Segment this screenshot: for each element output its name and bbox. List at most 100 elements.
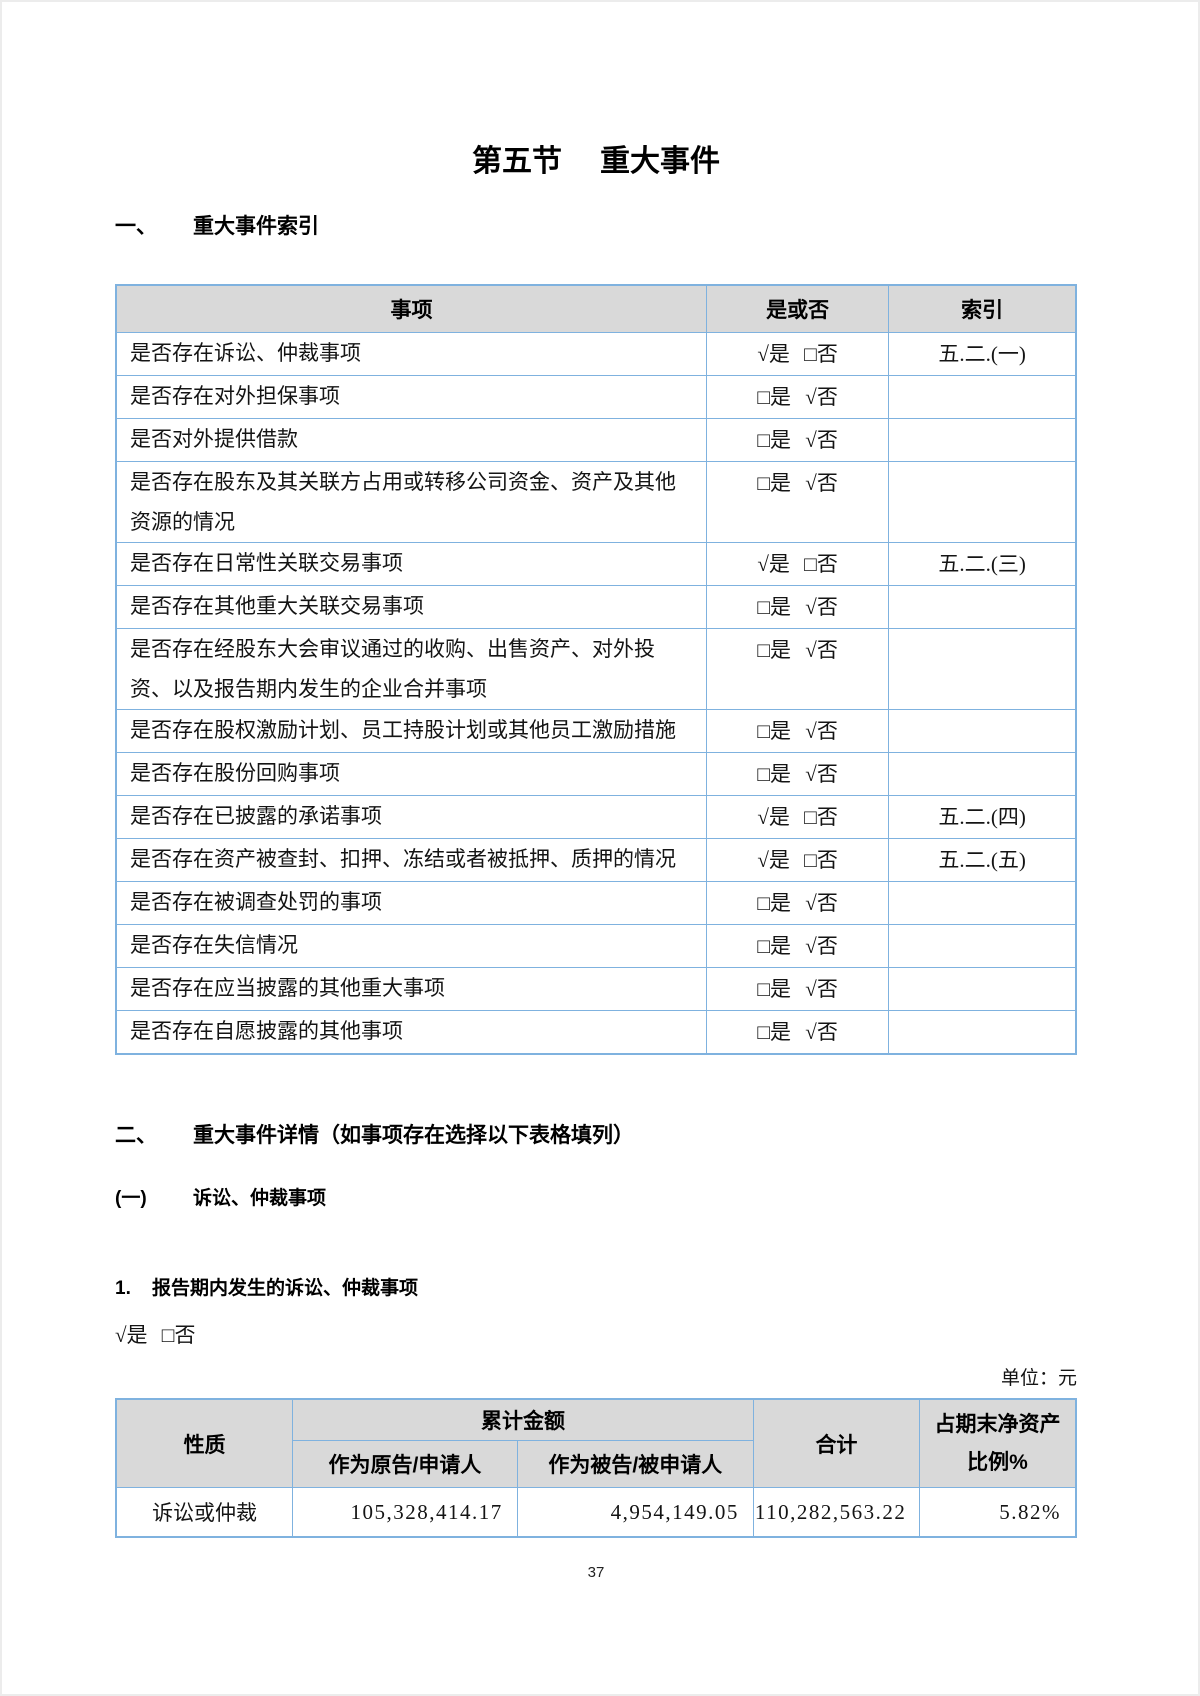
event-item-cell: 是否对外提供借款 <box>115 418 707 462</box>
yes-no-cell: □是 √否 <box>705 881 890 925</box>
event-item-cell: 是否存在失信情况 <box>115 924 707 968</box>
section-1-heading: 一、 重大事件索引 <box>115 212 1077 242</box>
yes-no-cell: □是 √否 <box>705 461 890 543</box>
index-ref-cell <box>888 418 1077 462</box>
defendant-amount-cell: 4,954,149.05 <box>516 1487 754 1538</box>
index-table-row: 是否对外提供借款 □是 √否 <box>115 418 1077 462</box>
index-ref-cell: 五.二.(一) <box>888 332 1077 376</box>
litigation-amount-table: 性质 累计金额 合计 占期末净资产 比例% 作为原告/申请人 作为被告/被申请人… <box>115 1398 1077 1538</box>
page-title: 第五节 重大事件 <box>115 2 1077 184</box>
yes-no-cell: √是 □否 <box>705 795 890 839</box>
section-2-number: 二、 <box>115 1124 157 1147</box>
nature-cell: 诉讼或仲裁 <box>115 1487 294 1538</box>
index-table-row: 是否存在日常性关联交易事项 √是 □否 五.二.(三) <box>115 542 1077 586</box>
event-item-cell: 是否存在被调查处罚的事项 <box>115 881 707 925</box>
yes-no-cell: □是 √否 <box>705 418 890 462</box>
index-ref-cell <box>888 881 1077 925</box>
litigation-table-header-row-2: 作为原告/申请人 作为被告/被申请人 <box>116 1440 1076 1488</box>
index-ref-cell: 五.二.(四) <box>888 795 1077 839</box>
yes-no-selection: √是 □否 <box>115 1323 196 1347</box>
subsection-1-title: 诉讼、仲裁事项 <box>193 1188 327 1209</box>
event-item-cell: 是否存在股权激励计划、员工持股计划或其他员工激励措施 <box>115 709 707 753</box>
yes-no-cell: □是 √否 <box>705 585 890 629</box>
index-ref-cell <box>888 461 1077 543</box>
event-item-cell: 是否存在日常性关联交易事项 <box>115 542 707 586</box>
column-header-item: 事项 <box>115 284 707 333</box>
plaintiff-amount-cell: 105,328,414.17 <box>292 1487 518 1538</box>
total-amount-cell: 110,282,563.22 <box>752 1487 920 1538</box>
column-header-total: 合计 <box>752 1398 920 1488</box>
column-header-cumulative-amount: 累计金额 <box>292 1398 754 1441</box>
index-table-row: 是否存在股权激励计划、员工持股计划或其他员工激励措施 □是 √否 <box>115 709 1077 753</box>
page-title-text: 重大事件 <box>600 145 720 178</box>
index-table-row: 是否存在其他重大关联交易事项 □是 √否 <box>115 585 1077 629</box>
column-header-nature: 性质 <box>115 1398 294 1488</box>
index-ref-cell <box>888 628 1077 710</box>
yes-no-cell: √是 □否 <box>705 542 890 586</box>
event-item-cell: 是否存在对外担保事项 <box>115 375 707 419</box>
event-item-cell: 是否存在资产被查封、扣押、冻结或者被抵押、质押的情况 <box>115 838 707 882</box>
index-table-header-row: 事项 是或否 索引 <box>115 284 1077 333</box>
index-ref-cell: 五.二.(三) <box>888 542 1077 586</box>
index-table-row: 是否存在自愿披露的其他事项 □是 √否 <box>115 1010 1077 1055</box>
section-1-title: 重大事件索引 <box>193 215 319 238</box>
litigation-table-body: 诉讼或仲裁 105,328,414.17 4,954,149.05 110,282,5… <box>115 1487 1077 1538</box>
column-header-net-asset-ratio: 占期末净资产 比例% <box>918 1398 1077 1488</box>
subsection-1-number: (一) <box>115 1188 147 1209</box>
index-table-body: 是否存在诉讼、仲裁事项 √是 □否 五.二.(一) 是否存在对外担保事项 □是 √否 是否… <box>115 332 1077 1055</box>
yes-no-cell: □是 √否 <box>705 924 890 968</box>
yes-no-cell: □是 √否 <box>705 752 890 796</box>
index-ref-cell <box>888 585 1077 629</box>
yes-no-cell: √是 □否 <box>705 838 890 882</box>
page-number: 37 <box>587 1564 605 1581</box>
item-1-title: 报告期内发生的诉讼、仲裁事项 <box>152 1278 419 1299</box>
event-item-cell: 是否存在经股东大会审议通过的收购、出售资产、对外投资、以及报告期内发生的企业合并… <box>115 628 707 710</box>
column-header-yes-no: 是或否 <box>705 284 890 333</box>
major-events-index-table: 事项 是或否 索引 是否存在诉讼、仲裁事项 √是 □否 五.二.(一) 是否存在对外担… <box>115 284 1077 1055</box>
section-2-heading: 二、 重大事件详情（如事项存在选择以下表格填列） <box>115 1121 1077 1151</box>
index-ref-cell <box>888 752 1077 796</box>
ratio-header-line-1: 占期末净资产 <box>934 1412 1061 1436</box>
event-item-cell: 是否存在股份回购事项 <box>115 752 707 796</box>
yes-no-cell: □是 √否 <box>705 1010 890 1055</box>
ratio-header-line-2: 比例% <box>967 1450 1028 1474</box>
index-table-row: 是否存在失信情况 □是 √否 <box>115 924 1077 968</box>
index-ref-cell <box>888 1010 1077 1055</box>
yes-no-cell: □是 √否 <box>705 628 890 710</box>
event-item-cell: 是否存在股东及其关联方占用或转移公司资金、资产及其他资源的情况 <box>115 461 707 543</box>
column-header-index: 索引 <box>888 284 1077 333</box>
index-table-row: 是否存在对外担保事项 □是 √否 <box>115 375 1077 419</box>
event-item-cell: 是否存在其他重大关联交易事项 <box>115 585 707 629</box>
event-item-cell: 是否存在自愿披露的其他事项 <box>115 1010 707 1055</box>
index-table-row: 是否存在经股东大会审议通过的收购、出售资产、对外投资、以及报告期内发生的企业合并… <box>115 628 1077 710</box>
page-title-number: 第五节 <box>472 145 562 178</box>
section-2-title: 重大事件详情（如事项存在选择以下表格填列） <box>193 1124 634 1147</box>
column-header-as-defendant: 作为被告/被申请人 <box>516 1440 754 1488</box>
subsection-1-heading: (一) 诉讼、仲裁事项 <box>115 1185 1077 1213</box>
unit-label: 单位：元 <box>1000 1368 1077 1389</box>
index-table-row: 是否存在股份回购事项 □是 √否 <box>115 752 1077 796</box>
index-ref-cell <box>888 375 1077 419</box>
yes-no-cell: √是 □否 <box>705 332 890 376</box>
yes-no-cell: □是 √否 <box>705 967 890 1011</box>
litigation-table-row: 诉讼或仲裁 105,328,414.17 4,954,149.05 110,282,5… <box>115 1487 1077 1538</box>
yes-no-cell: □是 √否 <box>705 375 890 419</box>
index-ref-cell <box>888 709 1077 753</box>
event-item-cell: 是否存在应当披露的其他重大事项 <box>115 967 707 1011</box>
index-ref-cell: 五.二.(五) <box>888 838 1077 882</box>
event-item-cell: 是否存在已披露的承诺事项 <box>115 795 707 839</box>
event-item-cell: 是否存在诉讼、仲裁事项 <box>115 332 707 376</box>
index-ref-cell <box>888 924 1077 968</box>
yes-no-cell: □是 √否 <box>705 709 890 753</box>
index-table-row: 是否存在资产被查封、扣押、冻结或者被抵押、质押的情况 √是 □否 五.二.(五) <box>115 838 1077 882</box>
index-table-row: 是否存在股东及其关联方占用或转移公司资金、资产及其他资源的情况 □是 √否 <box>115 461 1077 543</box>
section-1-number: 一、 <box>115 215 157 238</box>
litigation-table-header-row-1: 性质 累计金额 合计 占期末净资产 比例% <box>115 1398 1077 1488</box>
column-header-as-plaintiff: 作为原告/申请人 <box>292 1440 518 1488</box>
index-table-row: 是否存在应当披露的其他重大事项 □是 √否 <box>115 967 1077 1011</box>
net-asset-ratio-cell: 5.82% <box>918 1487 1077 1538</box>
item-1-heading: 1. 报告期内发生的诉讼、仲裁事项 <box>115 1275 1077 1303</box>
index-table-row: 是否存在被调查处罚的事项 □是 √否 <box>115 881 1077 925</box>
index-ref-cell <box>888 967 1077 1011</box>
